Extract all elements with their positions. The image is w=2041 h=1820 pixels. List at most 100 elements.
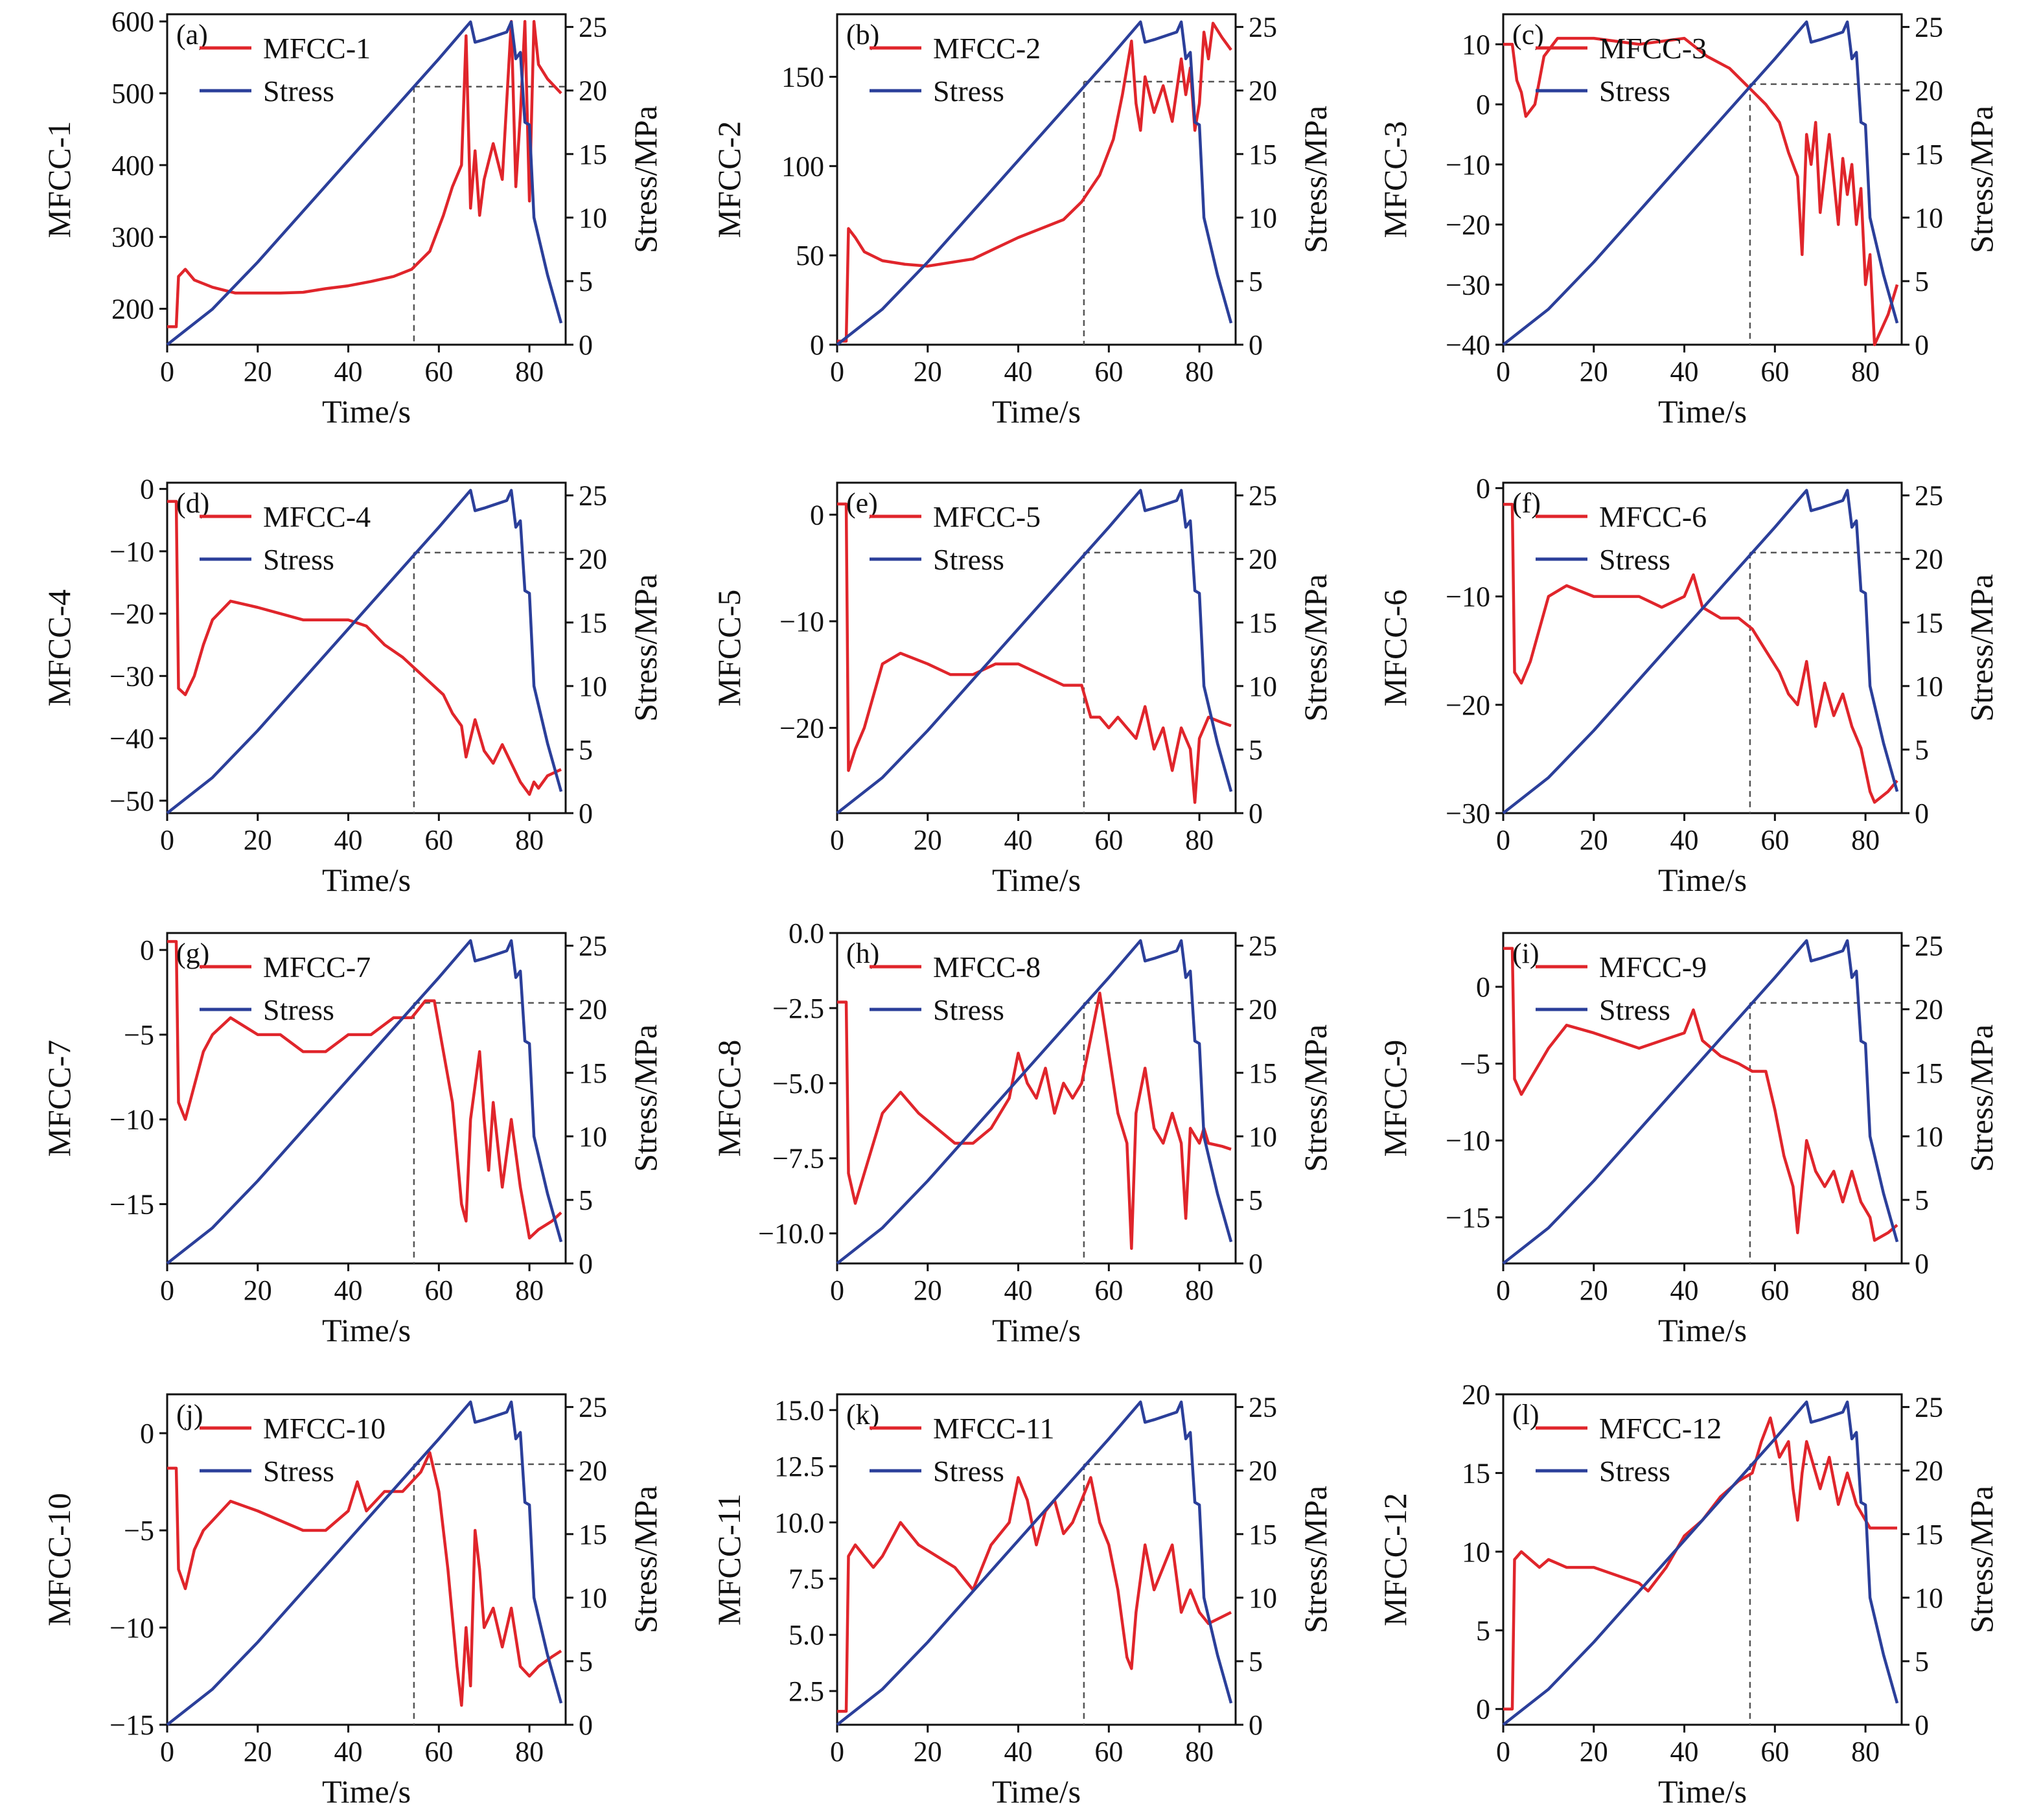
y2-tick-label: 5 bbox=[1249, 1184, 1263, 1216]
legend-entry: MFCC-10 bbox=[263, 1412, 386, 1445]
plot-frame bbox=[836, 1393, 1237, 1726]
y-axis-label: MFCC-2 bbox=[711, 121, 747, 238]
y-tick-label: −10 bbox=[110, 536, 154, 568]
legend-entry: MFCC-2 bbox=[933, 32, 1041, 65]
panel-label: (i) bbox=[1512, 938, 1539, 969]
y-tick-label: 300 bbox=[111, 222, 154, 253]
y-tick-label: 0 bbox=[140, 934, 154, 966]
y-tick-label: −10 bbox=[1446, 1125, 1490, 1157]
y2-tick-label: 0 bbox=[1249, 798, 1263, 829]
panel-g: 0 20 40 60 80 −15 −10 −5 0 0 5 10 15 20 25 Time/s MFCC-7… bbox=[41, 930, 663, 1348]
y2-axis-label: Stress/MPa bbox=[627, 106, 663, 253]
y-axis-label: MFCC-1 bbox=[41, 121, 77, 238]
mfcc-line bbox=[167, 19, 562, 328]
y-axis-label: MFCC-10 bbox=[41, 1493, 77, 1626]
x-tick-label: 20 bbox=[914, 1274, 942, 1306]
y2-tick-label: 20 bbox=[1249, 994, 1277, 1026]
x-tick-label: 60 bbox=[424, 1736, 453, 1768]
x-tick-label: 0 bbox=[830, 1736, 844, 1768]
y2-tick-label: 5 bbox=[1249, 1646, 1263, 1677]
legend-entry: MFCC-1 bbox=[263, 32, 371, 65]
legend-entry: Stress bbox=[263, 1455, 334, 1488]
y-tick-label: 100 bbox=[781, 150, 824, 182]
x-tick-label: 40 bbox=[1670, 356, 1699, 387]
stress-line bbox=[1502, 489, 1899, 814]
x-tick-label: 20 bbox=[244, 356, 272, 387]
y-axis-label: MFCC-5 bbox=[711, 590, 747, 707]
y-tick-label: −10 bbox=[779, 606, 824, 638]
panel-c: 0 20 40 60 80 −40 −30 −20 −10 0 10 0 5 10 15 20 25 Time/s… bbox=[1377, 12, 2000, 430]
y-tick-label: −5 bbox=[124, 1515, 154, 1547]
y2-tick-label: 15 bbox=[579, 1057, 607, 1089]
y2-tick-label: 5 bbox=[1915, 1646, 1929, 1677]
y-tick-label: −5.0 bbox=[772, 1068, 824, 1100]
plot-frame bbox=[836, 481, 1237, 814]
y2-tick-label: 15 bbox=[579, 1519, 607, 1550]
x-tick-label: 40 bbox=[1004, 1274, 1033, 1306]
y-tick-label: 150 bbox=[781, 61, 824, 93]
x-tick-label: 0 bbox=[830, 824, 844, 856]
y2-tick-label: 10 bbox=[1249, 671, 1277, 702]
x-tick-label: 60 bbox=[1760, 824, 1789, 856]
x-tick-label: 40 bbox=[1670, 1274, 1699, 1306]
plot-frame bbox=[166, 13, 567, 346]
x-tick-label: 80 bbox=[1851, 1274, 1880, 1306]
y2-axis-label: Stress/MPa bbox=[1963, 574, 2000, 722]
y2-axis-label: Stress/MPa bbox=[1297, 106, 1333, 253]
y2-axis-label: Stress/MPa bbox=[1963, 1024, 2000, 1172]
panel-label: (e) bbox=[846, 487, 878, 519]
y2-tick-label: 10 bbox=[1249, 1582, 1277, 1614]
legend-entry: Stress bbox=[933, 1455, 1004, 1488]
panel-a: 0 20 40 60 80 200 300 400 500 600 0 5 10 15 20 25 Time/s… bbox=[41, 6, 663, 430]
x-axis-label: Time/s bbox=[1658, 1312, 1747, 1348]
stress-line bbox=[836, 20, 1233, 346]
y2-tick-label: 0 bbox=[1249, 1248, 1263, 1280]
y2-tick-label: 15 bbox=[579, 607, 607, 639]
mfcc-line bbox=[167, 939, 562, 1240]
y2-tick-label: 15 bbox=[1249, 1057, 1277, 1089]
y2-axis-label: Stress/MPa bbox=[1297, 1024, 1333, 1172]
y-tick-label: 0 bbox=[1476, 1694, 1490, 1725]
y-tick-label: 0.0 bbox=[789, 917, 824, 949]
y-tick-label: 0 bbox=[1476, 472, 1490, 504]
y2-tick-label: 25 bbox=[1915, 930, 1943, 962]
y2-tick-label: 5 bbox=[579, 1646, 593, 1677]
y-tick-label: −20 bbox=[1446, 689, 1490, 721]
y2-tick-label: 15 bbox=[1249, 139, 1277, 170]
y-tick-label: 400 bbox=[111, 150, 154, 181]
mfcc-line bbox=[1503, 1416, 1897, 1711]
stress-line bbox=[166, 939, 563, 1265]
x-tick-label: 60 bbox=[1760, 1274, 1789, 1306]
x-tick-label: 20 bbox=[1580, 1736, 1608, 1768]
y2-tick-label: 25 bbox=[1915, 12, 1943, 43]
y-tick-label: −7.5 bbox=[772, 1143, 824, 1175]
y2-axis-label: Stress/MPa bbox=[627, 574, 663, 722]
panel-e: 0 20 40 60 80 −20 −10 0 0 5 10 15 20 25 Time/s MFCC-5 St… bbox=[711, 480, 1333, 898]
legend-entry: MFCC-12 bbox=[1599, 1412, 1722, 1445]
x-tick-label: 0 bbox=[1496, 1274, 1510, 1306]
y-tick-label: 50 bbox=[796, 240, 824, 271]
x-tick-label: 80 bbox=[1185, 1274, 1214, 1306]
y2-tick-label: 10 bbox=[1915, 1121, 1943, 1153]
y2-tick-label: 20 bbox=[1915, 75, 1943, 107]
y2-tick-label: 10 bbox=[1249, 1121, 1277, 1153]
y-tick-label: −30 bbox=[110, 660, 154, 692]
y-tick-label: 0 bbox=[1476, 89, 1490, 121]
plot-frame bbox=[1502, 481, 1903, 814]
y-axis-label: MFCC-8 bbox=[711, 1040, 747, 1157]
x-axis-label: Time/s bbox=[322, 1312, 411, 1348]
y2-tick-label: 10 bbox=[1915, 671, 1943, 702]
y-tick-label: −20 bbox=[779, 712, 824, 744]
panel-label: (c) bbox=[1512, 19, 1544, 51]
y2-tick-label: 20 bbox=[579, 1455, 607, 1487]
y2-tick-label: 0 bbox=[1249, 329, 1263, 361]
y-tick-label: −15 bbox=[1446, 1202, 1490, 1234]
y-tick-label: 0 bbox=[1476, 971, 1490, 1003]
x-tick-label: 40 bbox=[1670, 1736, 1699, 1768]
y2-tick-label: 20 bbox=[1249, 75, 1277, 107]
y-axis-label: MFCC-4 bbox=[41, 590, 77, 707]
plot-frame bbox=[1502, 1393, 1903, 1726]
legend-entry: MFCC-5 bbox=[933, 500, 1041, 533]
x-tick-label: 20 bbox=[244, 1736, 272, 1768]
panel-label: (b) bbox=[846, 19, 879, 51]
